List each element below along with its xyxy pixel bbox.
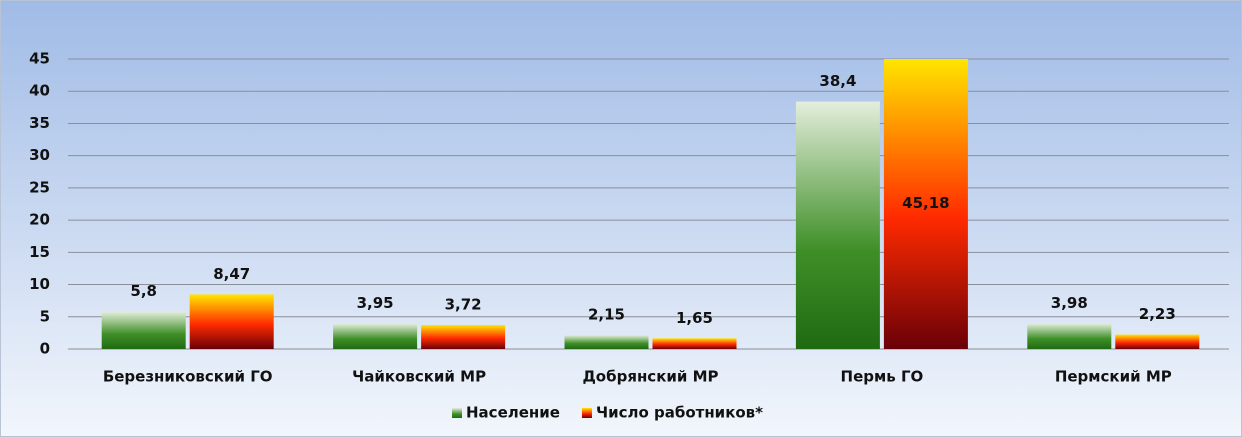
value-label: 2,15 bbox=[588, 306, 625, 324]
legend-label: Число работников* bbox=[596, 404, 763, 422]
bar bbox=[564, 335, 649, 349]
x-tick-label: Пермский МР bbox=[1055, 368, 1172, 386]
value-label: 5,8 bbox=[130, 282, 157, 300]
y-tick-label: 30 bbox=[29, 146, 50, 164]
value-label: 3,72 bbox=[445, 296, 482, 314]
y-tick-label: 20 bbox=[29, 211, 50, 229]
legend-swatch bbox=[581, 408, 592, 418]
bar bbox=[795, 101, 880, 350]
value-label: 3,98 bbox=[1051, 294, 1088, 312]
y-tick-label: 10 bbox=[29, 275, 50, 293]
bar bbox=[421, 325, 506, 349]
value-label: 3,95 bbox=[357, 294, 394, 312]
y-tick-label: 40 bbox=[29, 82, 50, 100]
value-label: 1,65 bbox=[676, 309, 713, 327]
value-label: 2,23 bbox=[1139, 305, 1176, 323]
value-label: 8,47 bbox=[213, 265, 250, 283]
y-tick-label: 15 bbox=[29, 243, 50, 261]
x-tick-label: Пермь ГО bbox=[841, 368, 924, 386]
legend-swatch bbox=[452, 408, 462, 418]
y-tick-label: 45 bbox=[29, 50, 50, 68]
bar bbox=[1115, 334, 1200, 349]
legend-label: Население bbox=[466, 404, 560, 422]
y-tick-label: 5 bbox=[40, 307, 50, 325]
y-tick-label: 0 bbox=[40, 340, 50, 358]
bar bbox=[333, 323, 418, 349]
bar bbox=[189, 294, 274, 349]
x-tick-label: Чайковский МР bbox=[352, 368, 486, 386]
y-tick-label: 25 bbox=[29, 178, 50, 196]
value-label: 45,18 bbox=[902, 194, 949, 212]
bar bbox=[883, 59, 968, 350]
bar bbox=[652, 338, 737, 349]
bar bbox=[101, 311, 186, 349]
value-label: 38,4 bbox=[819, 72, 856, 90]
x-tick-label: Березниковский ГО bbox=[103, 368, 273, 386]
bar bbox=[1027, 323, 1112, 349]
x-tick-label: Добрянский МР bbox=[582, 368, 718, 386]
y-tick-label: 35 bbox=[29, 114, 50, 132]
